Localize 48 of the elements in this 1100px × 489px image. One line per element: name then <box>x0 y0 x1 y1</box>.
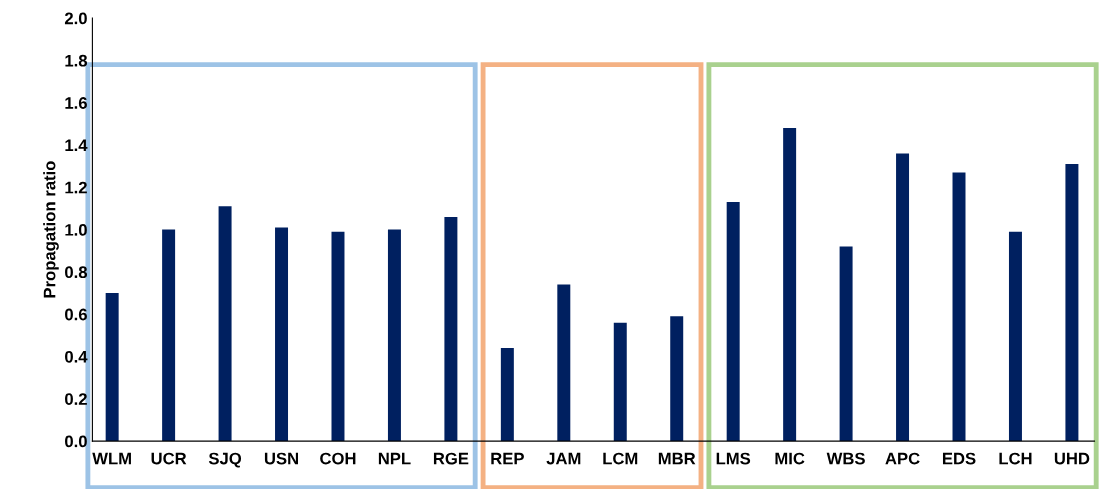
y-tick-label: 1.2 <box>65 181 87 194</box>
x-tick-label: USN <box>264 452 298 465</box>
x-tick-label: EDS <box>942 452 976 465</box>
x-tick-label: MIC <box>775 452 805 465</box>
x-tick-label: WBS <box>826 452 865 465</box>
bar <box>500 348 514 442</box>
y-tick-label: 1.0 <box>65 223 87 236</box>
bar <box>896 153 910 442</box>
y-tick-label: 0.8 <box>65 266 88 279</box>
bar <box>1008 231 1022 442</box>
y-tick-label: 1.8 <box>65 54 88 67</box>
y-tick-label: 1.4 <box>65 139 88 152</box>
x-tick-label: UHD <box>1054 452 1090 465</box>
bar <box>783 128 797 442</box>
x-tick-label: LCH <box>999 452 1032 465</box>
x-tick-label: UCR <box>151 452 187 465</box>
bar <box>162 229 176 442</box>
x-tick-label: LCM <box>603 452 638 465</box>
bar <box>331 231 345 442</box>
x-tick-label: RGE <box>433 452 469 465</box>
bar <box>1065 164 1079 442</box>
bar <box>613 322 627 442</box>
bar <box>218 206 232 442</box>
x-tick-label: APC <box>885 452 920 465</box>
bar <box>670 316 684 442</box>
x-tick-label: REP <box>491 452 524 465</box>
x-tick-label: WLM <box>92 452 131 465</box>
y-tick-label: 0.0 <box>65 435 87 448</box>
y-axis-title: Propagation ratio <box>43 161 59 298</box>
x-tick-label: JAM <box>546 452 581 465</box>
x-tick-label: LMS <box>716 452 751 465</box>
bar <box>557 284 571 442</box>
bar <box>275 227 289 442</box>
y-tick-label: 1.6 <box>65 97 87 109</box>
x-tick-label: SJQ <box>208 452 242 468</box>
bar <box>387 229 401 442</box>
bar <box>839 246 853 442</box>
bar <box>444 216 458 442</box>
bar <box>952 172 966 442</box>
x-tick-label: MBR <box>658 452 696 465</box>
bar <box>105 293 119 442</box>
y-tick-label: 0.4 <box>65 350 88 363</box>
y-tick-label: 0.6 <box>65 308 87 321</box>
x-tick-label: COH <box>320 452 356 465</box>
y-tick-label: 0.2 <box>65 393 87 405</box>
x-tick-label: NPL <box>378 452 411 465</box>
bar <box>726 202 740 442</box>
y-tick-label: 2.0 <box>64 12 87 25</box>
